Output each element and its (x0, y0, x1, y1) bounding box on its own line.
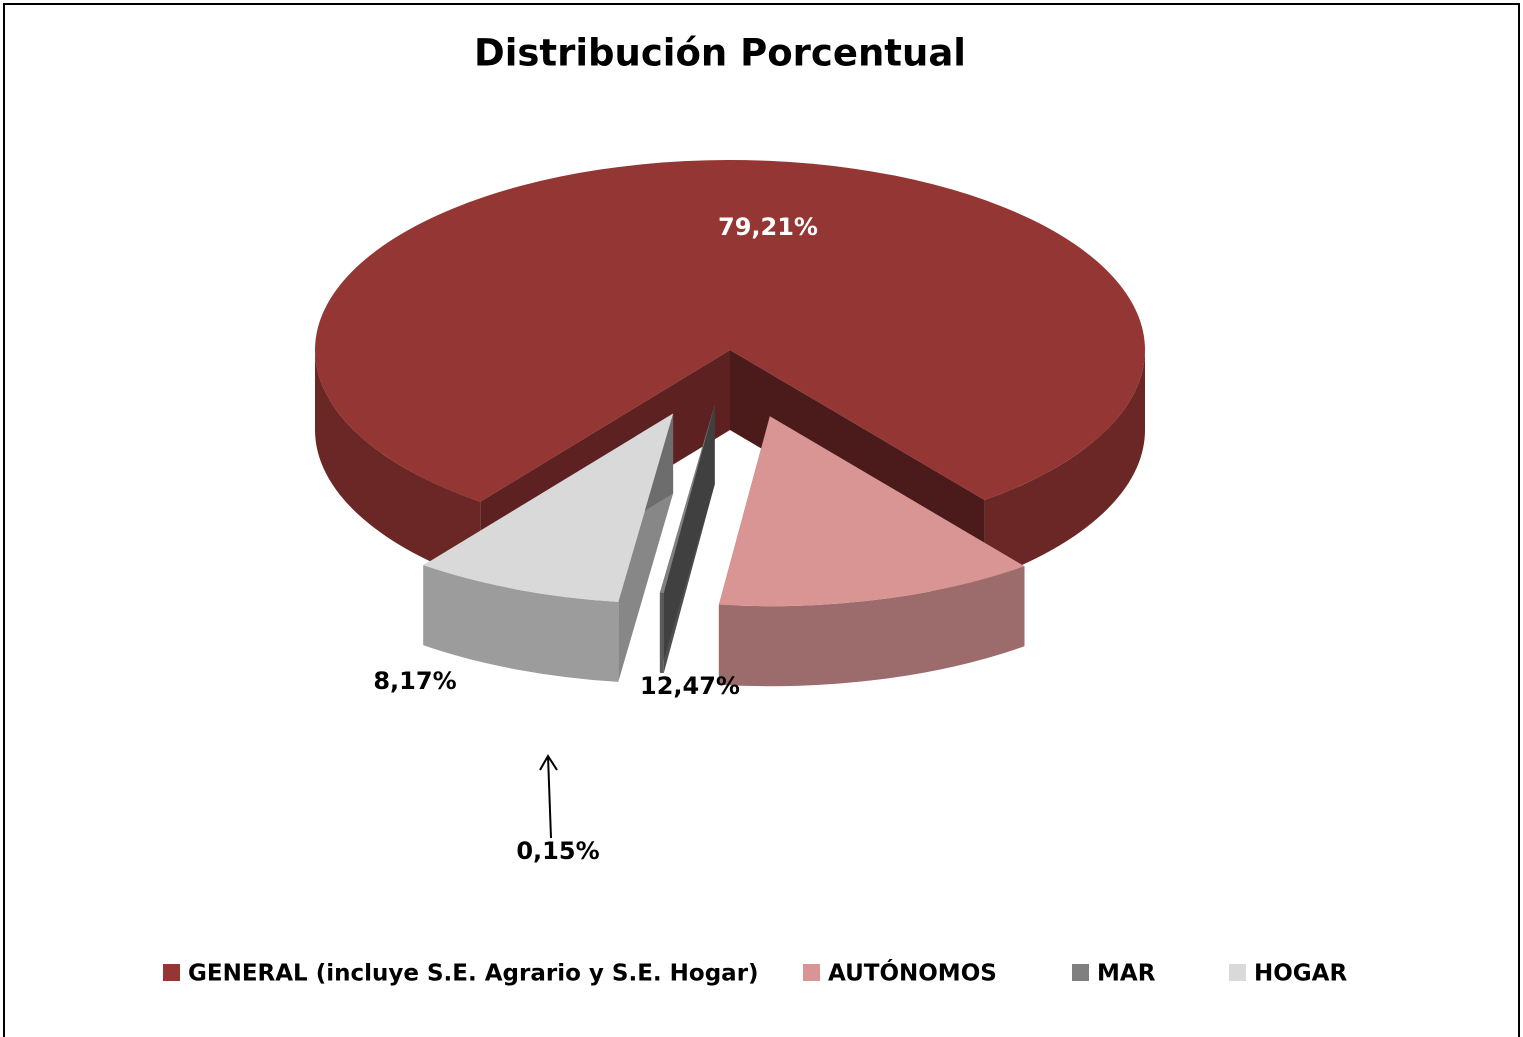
leader-arrow (539, 754, 558, 839)
legend-swatch (1229, 964, 1246, 981)
data-label: 12,47% (640, 672, 740, 700)
legend-label: AUTÓNOMOS (828, 959, 997, 987)
slice-outer-side (718, 566, 1025, 687)
slice (659, 404, 715, 594)
legend-swatch (1072, 964, 1089, 981)
slice (423, 413, 674, 602)
data-label: 79,21% (718, 213, 818, 241)
slice-outer-side (423, 565, 619, 682)
legend-swatch (163, 964, 180, 981)
legend-swatch (803, 964, 820, 981)
slice-radial-side (659, 404, 715, 673)
legend-label: HOGAR (1254, 961, 1347, 987)
legend-label: GENERAL (incluye S.E. Agrario y S.E. Hog… (188, 961, 759, 987)
slice-outer-side (315, 350, 481, 582)
slice (718, 416, 1025, 607)
slice-sides (315, 350, 1145, 687)
legend-label: MAR (1097, 961, 1156, 987)
data-label: 0,15% (516, 837, 599, 865)
chart-title: Distribución Porcentual (474, 32, 966, 75)
slice-outer-side (659, 592, 664, 674)
slice-outer-side (984, 350, 1145, 581)
data-label: 8,17% (373, 667, 456, 695)
slice-tops (315, 160, 1145, 607)
slice (315, 160, 1145, 502)
